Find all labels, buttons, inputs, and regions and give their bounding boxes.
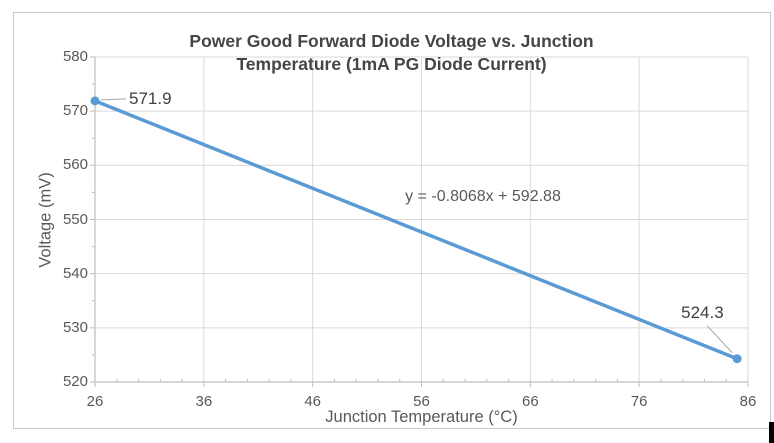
- y-tick-label: 540: [62, 264, 88, 282]
- chart-title-line1: Power Good Forward Diode Voltage vs. Jun…: [189, 31, 594, 51]
- x-axis-title: Junction Temperature (°C): [325, 408, 518, 426]
- y-tick-label: 580: [62, 48, 88, 65]
- x-tick-label: 26: [86, 393, 104, 410]
- y-tick-label: 530: [62, 318, 88, 336]
- x-tick-label: 76: [630, 393, 648, 410]
- x-tick-label: 36: [195, 393, 213, 410]
- y-tick-label: 570: [62, 102, 88, 120]
- x-tick-label: 86: [739, 393, 757, 410]
- y-tick-label: 550: [62, 210, 88, 228]
- trendline-equation: y = -0.8068x + 592.88: [405, 188, 561, 205]
- y-tick-label: 560: [62, 156, 88, 174]
- chart-title-line2: Temperature (1mA PG Diode Current): [236, 54, 547, 74]
- x-tick-label: 46: [304, 393, 321, 410]
- y-tick-label: 520: [62, 373, 88, 390]
- chart-title: Power Good Forward Diode Voltage vs. Jun…: [13, 30, 770, 76]
- data-point-label: 524.3: [681, 302, 724, 322]
- data-point-label: 571.9: [129, 88, 172, 108]
- x-tick-label: 66: [521, 393, 539, 410]
- cursor-artifact: [769, 422, 774, 443]
- x-tick-label: 56: [413, 393, 430, 410]
